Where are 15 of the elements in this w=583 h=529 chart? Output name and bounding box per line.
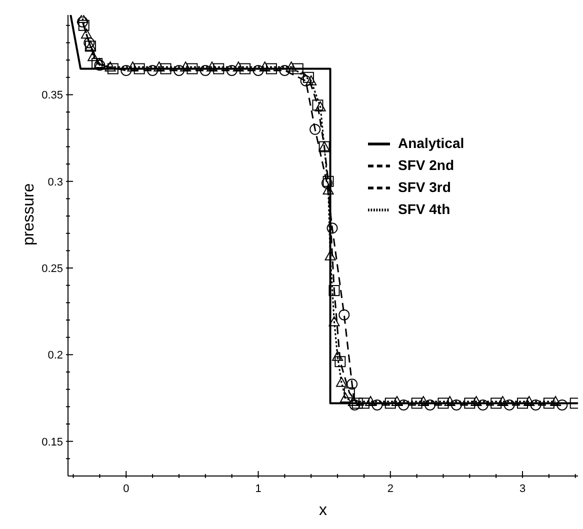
legend-label: SFV 4th (398, 200, 450, 217)
legend-label: SFV 2nd (398, 156, 454, 173)
x-tick-label: 2 (387, 483, 394, 495)
x-tick-label: 1 (255, 483, 262, 495)
x-tick-label: 0 (123, 483, 130, 495)
y-tick-label: 0.15 (42, 436, 63, 448)
y-axis-title: pressure (20, 183, 38, 246)
legend-label: Analytical (398, 134, 464, 151)
y-tick-label: 0.3 (48, 176, 63, 188)
x-tick-label: 3 (519, 483, 526, 495)
legend-label: SFV 3rd (398, 178, 451, 195)
y-tick-label: 0.25 (42, 263, 63, 276)
x-axis-title: x (319, 502, 327, 519)
y-tick-label: 0.2 (48, 350, 63, 362)
y-tick-label: 0.35 (42, 90, 63, 102)
